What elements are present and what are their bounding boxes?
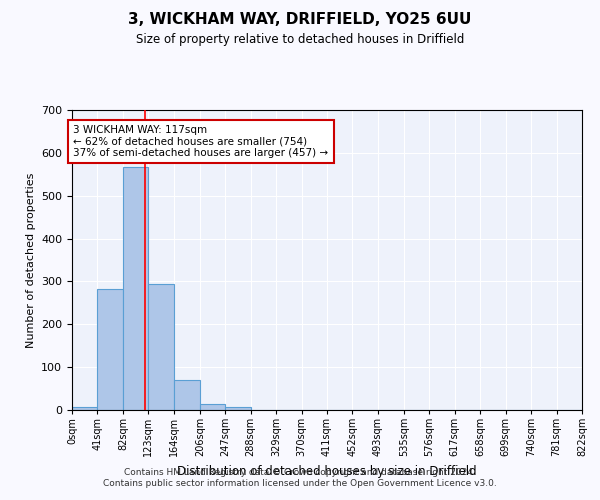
X-axis label: Distribution of detached houses by size in Driffield: Distribution of detached houses by size … bbox=[177, 464, 477, 477]
Bar bbox=[72, 407, 97, 410]
Text: 3, WICKHAM WAY, DRIFFIELD, YO25 6UU: 3, WICKHAM WAY, DRIFFIELD, YO25 6UU bbox=[128, 12, 472, 28]
Bar bbox=[174, 380, 200, 410]
Bar bbox=[123, 166, 148, 410]
Bar bbox=[148, 284, 174, 410]
Bar bbox=[97, 288, 123, 410]
Y-axis label: Number of detached properties: Number of detached properties bbox=[26, 172, 35, 348]
Text: Size of property relative to detached houses in Driffield: Size of property relative to detached ho… bbox=[136, 32, 464, 46]
Bar bbox=[200, 404, 225, 410]
Bar bbox=[225, 406, 251, 410]
Text: 3 WICKHAM WAY: 117sqm
← 62% of detached houses are smaller (754)
37% of semi-det: 3 WICKHAM WAY: 117sqm ← 62% of detached … bbox=[73, 125, 328, 158]
Text: Contains HM Land Registry data © Crown copyright and database right 2024.
Contai: Contains HM Land Registry data © Crown c… bbox=[103, 468, 497, 487]
